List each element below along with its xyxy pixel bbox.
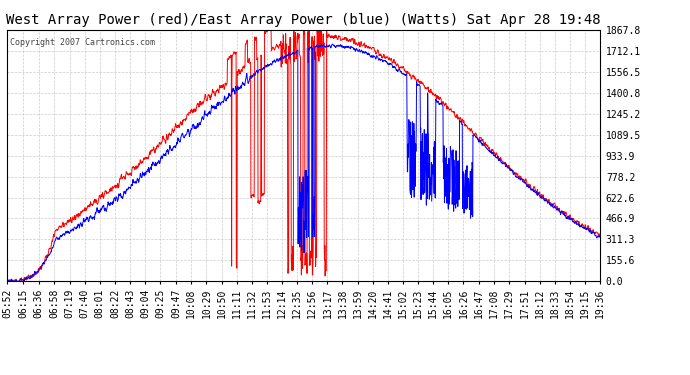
Title: West Array Power (red)/East Array Power (blue) (Watts) Sat Apr 28 19:48: West Array Power (red)/East Array Power … <box>6 13 601 27</box>
Text: Copyright 2007 Cartronics.com: Copyright 2007 Cartronics.com <box>10 38 155 46</box>
